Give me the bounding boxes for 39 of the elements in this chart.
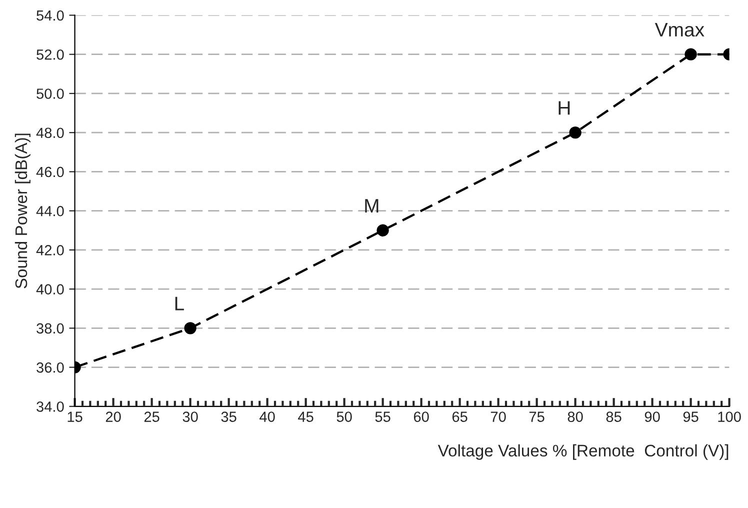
- y-tick-label: 52.0: [36, 49, 64, 60]
- x-tick-label: 100: [718, 412, 741, 422]
- point: [376, 224, 389, 236]
- x-tick-label: 50: [336, 412, 352, 422]
- point: [569, 126, 582, 139]
- annotation: H: [558, 101, 570, 115]
- x-tick-label: 65: [452, 412, 468, 422]
- x-tick-label: 30: [182, 412, 198, 422]
- x-tick-label: 25: [144, 412, 160, 422]
- y-tick-label: 36.0: [36, 362, 64, 373]
- x-tick-label: 20: [106, 412, 121, 422]
- point: [684, 48, 697, 60]
- x-tick-label: 90: [644, 412, 660, 422]
- x-tick-label: 80: [568, 412, 583, 422]
- x-tick-label: 60: [414, 412, 429, 422]
- y-tick-label: 48.0: [36, 128, 64, 138]
- x-tick-label: 70: [490, 412, 506, 422]
- point: [184, 322, 196, 334]
- y-tick-label: 46.0: [36, 166, 64, 178]
- y-axis-title: Sound Power [dB(A)]: [14, 134, 30, 288]
- annotation: Vmax: [654, 23, 704, 37]
- y-tick-label: 40.0: [36, 284, 64, 294]
- y-tick-label: 54.0: [36, 10, 64, 21]
- y-tick-label: 50.0: [36, 88, 64, 99]
- x-tick-label: 55: [375, 412, 390, 422]
- y-tick-label: 34.0: [36, 402, 64, 412]
- x-tick-label: 75: [529, 412, 544, 422]
- x-tick-label: 15: [68, 412, 82, 422]
- x-tick-label: 45: [298, 412, 314, 422]
- y-tick-label: 42.0: [36, 245, 64, 256]
- x-tick-label: 95: [683, 412, 698, 422]
- x-tick-label: 85: [606, 412, 622, 422]
- y-tick-label: 38.0: [36, 323, 64, 334]
- annotation: L: [175, 296, 184, 310]
- x-tick-label: 35: [221, 412, 236, 422]
- x-axis-title: Voltage Values % [Remote Control (V)]: [438, 444, 728, 460]
- y-tick-label: 44.0: [36, 206, 64, 216]
- annotation: M: [365, 199, 378, 212]
- x-tick-label: 40: [260, 412, 275, 422]
